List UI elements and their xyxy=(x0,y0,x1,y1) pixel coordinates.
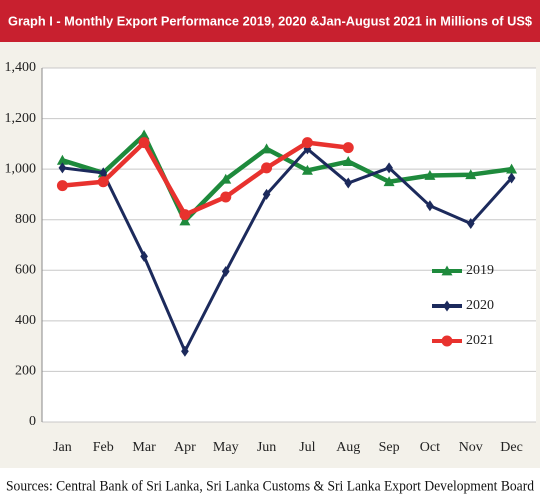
legend-marker xyxy=(443,300,451,312)
data-point xyxy=(342,156,354,166)
legend-label: 2021 xyxy=(466,333,494,348)
data-point xyxy=(507,172,516,184)
x-tick-label: Mar xyxy=(132,440,156,455)
title-bar xyxy=(0,0,540,42)
data-point xyxy=(426,200,434,212)
series-line xyxy=(62,147,513,353)
data-point xyxy=(181,345,189,357)
series-line xyxy=(61,132,512,224)
y-tick-label: 400 xyxy=(15,313,36,328)
data-point xyxy=(465,169,477,180)
data-point xyxy=(179,209,191,221)
data-point xyxy=(424,169,436,180)
x-tick-label: Jun xyxy=(257,440,276,455)
data-point xyxy=(56,180,68,192)
data-point xyxy=(179,215,191,226)
data-point xyxy=(97,176,109,188)
y-tick-label: 1,400 xyxy=(5,60,37,75)
chart-title: Graph I - Monthly Export Performance 201… xyxy=(8,13,533,28)
x-tick-label: Feb xyxy=(93,440,114,455)
x-tick-label: Aug xyxy=(336,440,360,455)
data-point xyxy=(466,218,475,230)
x-tick-label: Sep xyxy=(379,440,400,455)
legend-marker xyxy=(441,265,453,276)
x-tick-label: Dec xyxy=(500,440,523,455)
data-point xyxy=(138,129,150,140)
y-tick-label: 600 xyxy=(15,263,36,278)
x-tick-label: Oct xyxy=(420,440,440,455)
data-point xyxy=(140,250,148,262)
data-point xyxy=(58,162,67,174)
data-point xyxy=(261,143,273,154)
data-point xyxy=(506,163,518,174)
source-note: Sources: Central Bank of Sri Lanka, Sri … xyxy=(6,478,534,494)
plot-area xyxy=(42,68,536,422)
data-point xyxy=(344,177,353,189)
x-tick-label: Jul xyxy=(299,440,315,455)
data-point xyxy=(301,164,313,175)
y-tick-label: 1,200 xyxy=(5,111,37,126)
x-tick-label: May xyxy=(213,440,239,455)
x-tick-label: Apr xyxy=(174,440,196,455)
data-point xyxy=(221,266,230,278)
data-point xyxy=(261,162,273,174)
data-point xyxy=(301,137,313,149)
data-point xyxy=(99,167,108,179)
legend-label: 2020 xyxy=(466,298,494,313)
data-point xyxy=(138,137,150,149)
data-point xyxy=(56,154,68,165)
data-point xyxy=(385,162,393,174)
data-point xyxy=(383,176,395,187)
x-tick-label: Jan xyxy=(53,440,72,455)
x-tick-label: Nov xyxy=(459,440,483,455)
series-line xyxy=(62,140,349,217)
y-tick-label: 0 xyxy=(29,414,36,429)
legend-label: 2019 xyxy=(466,263,494,278)
y-tick-label: 200 xyxy=(15,364,36,379)
y-tick-label: 800 xyxy=(15,212,36,227)
data-point xyxy=(220,173,232,184)
legend-marker xyxy=(441,335,453,347)
data-point xyxy=(220,191,232,203)
data-point xyxy=(262,188,271,200)
data-point xyxy=(342,142,354,154)
y-tick-label: 1,000 xyxy=(5,161,37,176)
